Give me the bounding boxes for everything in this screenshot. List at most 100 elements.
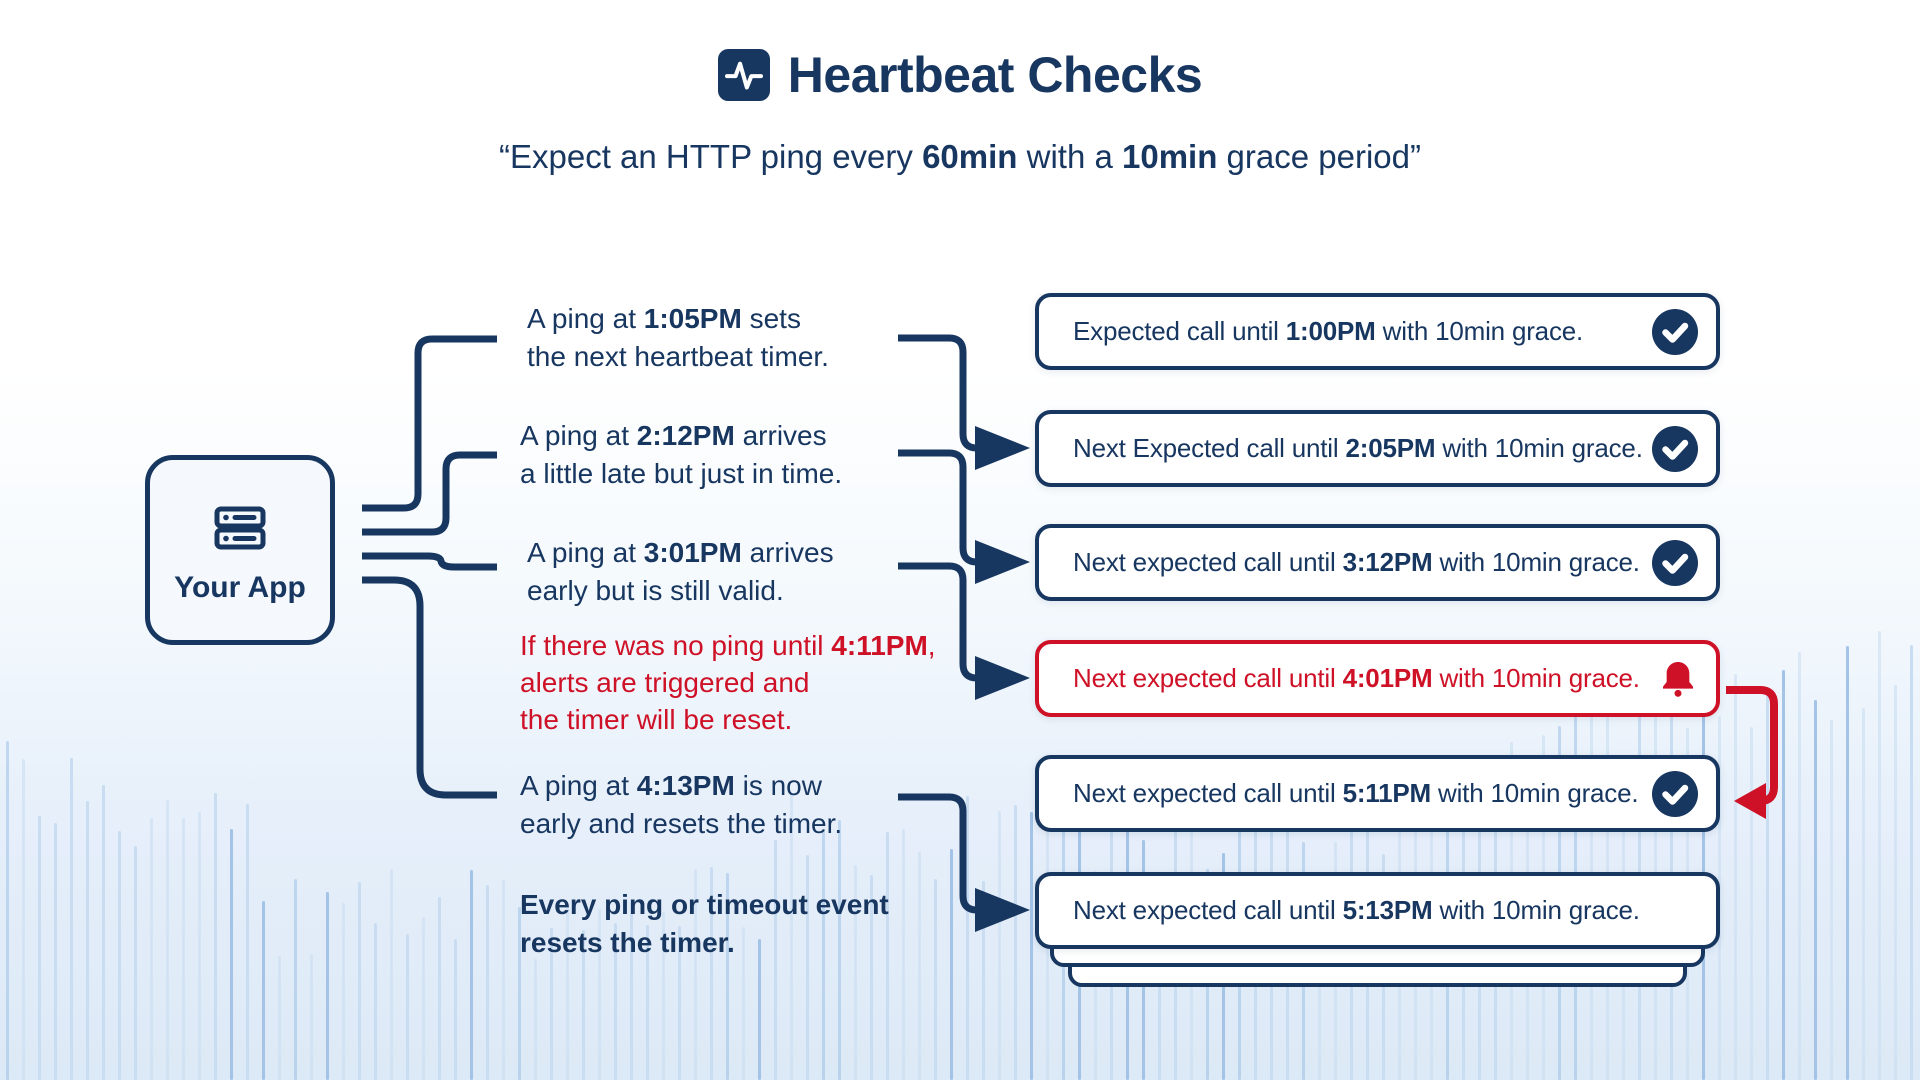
waveform-bar bbox=[1734, 674, 1737, 1080]
waveform-bar bbox=[598, 909, 601, 1080]
waveform-bar bbox=[902, 829, 905, 1080]
note-line: the timer will be reset. bbox=[520, 704, 793, 735]
waveform-bar bbox=[870, 875, 873, 1080]
waveform-bar bbox=[422, 917, 425, 1080]
waveform-bar bbox=[1830, 720, 1833, 1080]
event-text: Next Expected call until 2:05PM with 10m… bbox=[1073, 433, 1643, 463]
waveform-bar bbox=[518, 907, 521, 1080]
waveform-bar bbox=[854, 865, 857, 1080]
waveform-bar bbox=[726, 873, 729, 1080]
check-icon bbox=[1652, 308, 1698, 355]
waveform-bar bbox=[1910, 645, 1913, 1080]
note-ping-5: A ping at 4:13PM is now early and resets… bbox=[520, 767, 842, 843]
page-title: Heartbeat Checks bbox=[787, 47, 1203, 103]
waveform-bar bbox=[630, 902, 633, 1080]
waveform-bar bbox=[246, 804, 249, 1080]
waveform-bar bbox=[694, 869, 697, 1080]
waveform-bar bbox=[86, 801, 89, 1080]
waveform-bar bbox=[470, 870, 473, 1080]
waveform-bar bbox=[838, 820, 841, 1080]
waveform-bar bbox=[6, 741, 9, 1080]
waveform-bar bbox=[150, 818, 153, 1080]
waveform-bar bbox=[950, 849, 953, 1080]
waveform-bar bbox=[198, 812, 201, 1080]
waveform-bar bbox=[1846, 646, 1849, 1080]
waveform-bar bbox=[1014, 805, 1017, 1080]
waveform-bar bbox=[38, 816, 41, 1080]
waveform-bar bbox=[774, 840, 777, 1080]
waveform-bar bbox=[646, 925, 649, 1080]
waveform-bar bbox=[358, 882, 361, 1080]
waveform-bar bbox=[54, 823, 57, 1080]
event-text: Next expected call until 4:01PM with 10m… bbox=[1073, 663, 1640, 693]
waveform-bar bbox=[326, 892, 329, 1080]
waveform-bar bbox=[310, 954, 313, 1080]
event-box-5: Next expected call until 5:11PM with 10m… bbox=[1035, 755, 1720, 832]
waveform-bar bbox=[342, 903, 345, 1080]
note-summary: Every ping or timeout event resets the t… bbox=[520, 886, 889, 962]
waveform-bar bbox=[886, 832, 889, 1080]
waveform-bar bbox=[166, 800, 169, 1080]
waveform-bar bbox=[1750, 727, 1753, 1080]
note-line: Every ping or timeout event bbox=[520, 889, 889, 920]
waveform-bar bbox=[230, 829, 233, 1080]
bell-icon bbox=[1663, 661, 1693, 697]
note-ping-3: A ping at 3:01PM arrives early but is st… bbox=[527, 534, 834, 610]
waveform-bar bbox=[1862, 708, 1865, 1080]
note-line: A ping at 2:12PM arrives bbox=[520, 420, 827, 451]
waveform-bar bbox=[1894, 685, 1897, 1080]
waveform-bar bbox=[550, 928, 553, 1080]
waveform-bar bbox=[566, 907, 569, 1080]
subtitle: “Expect an HTTP ping every 60min with a … bbox=[499, 138, 1421, 175]
app-label: Your App bbox=[174, 571, 306, 604]
note-ping-1: A ping at 1:05PM sets the next heartbeat… bbox=[527, 300, 829, 376]
your-app-node: Your App bbox=[145, 455, 335, 645]
event-box-1: Expected call until 1:00PM with 10min gr… bbox=[1035, 293, 1720, 370]
note-line: A ping at 4:13PM is now bbox=[520, 770, 822, 801]
waveform-bar bbox=[438, 897, 441, 1080]
activity-icon bbox=[717, 49, 770, 101]
note-ping-2: A ping at 2:12PM arrives a little late b… bbox=[520, 417, 842, 493]
waveform-bar bbox=[822, 830, 825, 1080]
event-text: Next expected call until 3:12PM with 10m… bbox=[1073, 547, 1640, 577]
note-missed-ping: If there was no ping until 4:11PM, alert… bbox=[520, 627, 936, 738]
waveform-bar bbox=[278, 956, 281, 1080]
waveform-bar bbox=[710, 867, 713, 1080]
note-line: resets the timer. bbox=[520, 927, 735, 958]
event-box-6: Next expected call until 5:13PM with 10m… bbox=[1035, 872, 1720, 949]
note-line: A ping at 1:05PM sets bbox=[527, 303, 801, 334]
waveform-bar bbox=[582, 930, 585, 1080]
check-icon bbox=[1652, 770, 1698, 817]
waveform-bar bbox=[1046, 819, 1049, 1080]
waveform-bar bbox=[406, 934, 409, 1080]
waveform-bar bbox=[22, 759, 25, 1080]
check-icon bbox=[1652, 425, 1698, 472]
check-icon bbox=[1652, 539, 1698, 586]
waveform-bar bbox=[454, 939, 457, 1080]
waveform-bar bbox=[982, 881, 985, 1080]
waveform-bar bbox=[118, 831, 121, 1080]
event-text: Next expected call until 5:11PM with 10m… bbox=[1073, 778, 1639, 808]
waveform-bar bbox=[182, 818, 185, 1080]
waveform-bar bbox=[102, 785, 105, 1080]
waveform-bar bbox=[662, 912, 665, 1080]
event-text: Next expected call until 5:13PM with 10m… bbox=[1073, 895, 1640, 925]
waveform-bar bbox=[998, 811, 1001, 1080]
waveform-bar bbox=[70, 758, 73, 1080]
event-box-2: Next Expected call until 2:05PM with 10m… bbox=[1035, 410, 1720, 487]
event-box-3: Next expected call until 3:12PM with 10m… bbox=[1035, 524, 1720, 601]
waveform-bar bbox=[966, 796, 969, 1080]
waveform-bar bbox=[758, 939, 761, 1080]
note-line: early but is still valid. bbox=[527, 575, 784, 606]
note-line: A ping at 3:01PM arrives bbox=[527, 537, 834, 568]
waveform-bar bbox=[614, 923, 617, 1080]
waveform-bar bbox=[918, 852, 921, 1080]
waveform-bar bbox=[678, 926, 681, 1080]
note-line: the next heartbeat timer. bbox=[527, 341, 829, 372]
waveform-bar bbox=[1798, 652, 1801, 1080]
waveform-bar bbox=[294, 879, 297, 1080]
note-line: If there was no ping until 4:11PM, bbox=[520, 630, 936, 661]
waveform-bar bbox=[742, 927, 745, 1080]
header: Heartbeat Checks bbox=[0, 46, 1920, 104]
